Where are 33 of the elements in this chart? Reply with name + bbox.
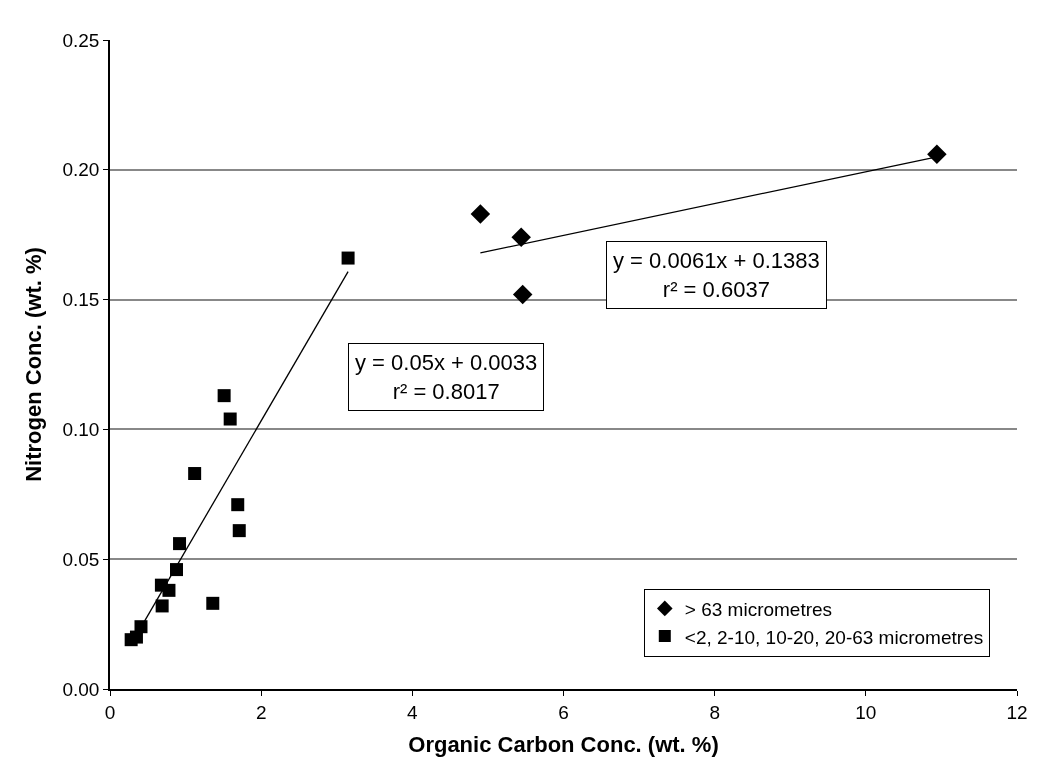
point [188, 467, 202, 481]
y-tick-label: 0.10 [62, 419, 100, 441]
x-tick-label: 6 [558, 701, 569, 723]
x-tick-label: 10 [855, 701, 877, 723]
legend-label: > 63 micrometres [684, 598, 833, 620]
y-tick-label: 0.15 [62, 289, 100, 311]
point [223, 412, 237, 426]
x-tick-label: 0 [104, 701, 116, 723]
point [341, 251, 355, 265]
annotation: y = 0.05x + 0.0033 r² = 0.8017 [355, 350, 538, 404]
x-axis-title: Organic Carbon Conc. (wt. %) [408, 731, 719, 757]
point [155, 599, 169, 613]
point [512, 284, 533, 305]
y-tick-label: 0.05 [62, 548, 100, 570]
point [470, 204, 491, 224]
point [217, 389, 231, 403]
point [173, 537, 187, 551]
y-tick-label: 0.25 [62, 29, 100, 51]
x-tick-label: 12 [1006, 701, 1028, 723]
x-tick-label: 4 [407, 701, 419, 723]
annotation: y = 0.0061x + 0.1383 r² = 0.6037 [613, 248, 820, 302]
point [927, 144, 947, 164]
x-tick-label: 2 [255, 701, 267, 723]
point [162, 583, 176, 597]
point [232, 524, 246, 538]
point [231, 498, 245, 512]
y-axis-title: Nitrogen Conc. (wt. %) [20, 247, 46, 482]
point [511, 227, 531, 248]
y-tick-label: 0.00 [62, 678, 100, 700]
legend-label: <2, 2-10, 10-20, 20-63 micrometres [684, 626, 984, 648]
y-tick-label: 0.20 [62, 159, 100, 181]
point [206, 596, 220, 610]
x-tick-label: 8 [709, 701, 720, 723]
